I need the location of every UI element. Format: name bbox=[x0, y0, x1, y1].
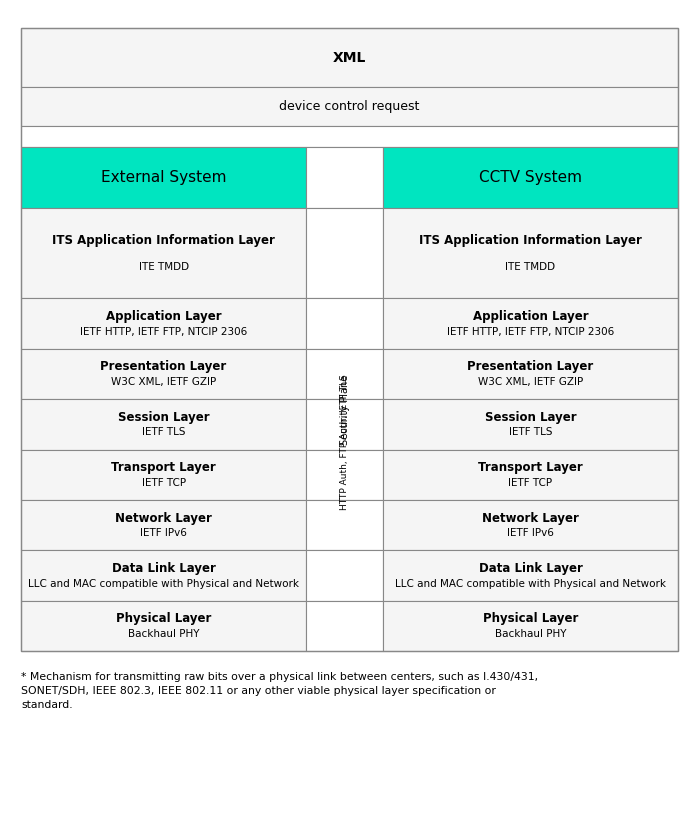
Text: Data Link Layer: Data Link Layer bbox=[479, 562, 582, 575]
Text: Physical Layer: Physical Layer bbox=[116, 612, 211, 625]
Text: HTTP Auth, FTP Auth, IETF TLS: HTTP Auth, FTP Auth, IETF TLS bbox=[340, 374, 349, 510]
Text: Session Layer: Session Layer bbox=[484, 411, 577, 424]
Text: CCTV System: CCTV System bbox=[479, 169, 582, 185]
Text: Backhaul PHY: Backhaul PHY bbox=[128, 629, 199, 639]
Bar bbox=[383, 147, 678, 208]
Text: W3C XML, IETF GZIP: W3C XML, IETF GZIP bbox=[111, 377, 216, 387]
Bar bbox=[383, 500, 678, 550]
Bar bbox=[21, 208, 306, 298]
Text: Application Layer: Application Layer bbox=[106, 310, 222, 323]
Text: Data Link Layer: Data Link Layer bbox=[112, 562, 215, 575]
Bar bbox=[306, 348, 383, 399]
Bar bbox=[21, 348, 306, 399]
Bar bbox=[21, 126, 678, 147]
Bar bbox=[383, 449, 678, 500]
Text: ITE TMDD: ITE TMDD bbox=[505, 262, 556, 273]
Text: IETF HTTP, IETF FTP, NTCIP 2306: IETF HTTP, IETF FTP, NTCIP 2306 bbox=[80, 326, 247, 336]
Text: IETF IPv6: IETF IPv6 bbox=[140, 528, 187, 538]
Bar bbox=[383, 298, 678, 348]
Bar bbox=[306, 208, 383, 298]
Bar bbox=[306, 550, 383, 601]
Text: Presentation Layer: Presentation Layer bbox=[468, 361, 593, 374]
Text: Session Layer: Session Layer bbox=[117, 411, 210, 424]
Bar bbox=[21, 298, 306, 348]
Bar bbox=[21, 399, 306, 449]
Bar bbox=[306, 147, 383, 208]
Bar bbox=[21, 500, 306, 550]
Text: External System: External System bbox=[101, 169, 226, 185]
Text: IETF TLS: IETF TLS bbox=[509, 427, 552, 437]
Bar bbox=[306, 449, 383, 500]
Text: XML: XML bbox=[333, 50, 366, 65]
Text: ITS Application Information Layer: ITS Application Information Layer bbox=[419, 234, 642, 247]
Text: ITE TMDD: ITE TMDD bbox=[138, 262, 189, 273]
Bar bbox=[21, 87, 678, 126]
Bar bbox=[21, 550, 306, 601]
Text: IETF HTTP, IETF FTP, NTCIP 2306: IETF HTTP, IETF FTP, NTCIP 2306 bbox=[447, 326, 614, 336]
Text: Security Plane: Security Plane bbox=[340, 374, 350, 444]
Bar bbox=[383, 208, 678, 298]
Bar bbox=[306, 399, 383, 449]
Text: device control request: device control request bbox=[280, 100, 419, 113]
Bar bbox=[383, 348, 678, 399]
Bar bbox=[383, 601, 678, 651]
Text: Transport Layer: Transport Layer bbox=[111, 462, 216, 475]
Bar bbox=[21, 147, 306, 208]
Bar bbox=[306, 500, 383, 550]
Text: Backhaul PHY: Backhaul PHY bbox=[495, 629, 566, 639]
Bar bbox=[383, 399, 678, 449]
Text: Network Layer: Network Layer bbox=[482, 512, 579, 524]
Text: W3C XML, IETF GZIP: W3C XML, IETF GZIP bbox=[478, 377, 583, 387]
Bar bbox=[21, 601, 306, 651]
Text: Physical Layer: Physical Layer bbox=[483, 612, 578, 625]
Bar bbox=[21, 28, 678, 87]
Text: * Mechanism for transmitting raw bits over a physical link between centers, such: * Mechanism for transmitting raw bits ov… bbox=[21, 672, 538, 710]
Text: LLC and MAC compatible with Physical and Network: LLC and MAC compatible with Physical and… bbox=[395, 579, 666, 589]
Text: IETF TCP: IETF TCP bbox=[141, 478, 186, 488]
Bar bbox=[306, 601, 383, 651]
Text: Application Layer: Application Layer bbox=[473, 310, 589, 323]
Bar bbox=[306, 298, 383, 348]
Bar bbox=[21, 28, 678, 651]
Text: ITS Application Information Layer: ITS Application Information Layer bbox=[52, 234, 275, 247]
Text: IETF TCP: IETF TCP bbox=[508, 478, 553, 488]
Text: Network Layer: Network Layer bbox=[115, 512, 212, 524]
Text: IETF TLS: IETF TLS bbox=[142, 427, 185, 437]
Text: LLC and MAC compatible with Physical and Network: LLC and MAC compatible with Physical and… bbox=[28, 579, 299, 589]
Text: Presentation Layer: Presentation Layer bbox=[101, 361, 226, 374]
Text: IETF IPv6: IETF IPv6 bbox=[507, 528, 554, 538]
Text: Transport Layer: Transport Layer bbox=[478, 462, 583, 475]
Bar bbox=[21, 449, 306, 500]
Bar bbox=[383, 550, 678, 601]
